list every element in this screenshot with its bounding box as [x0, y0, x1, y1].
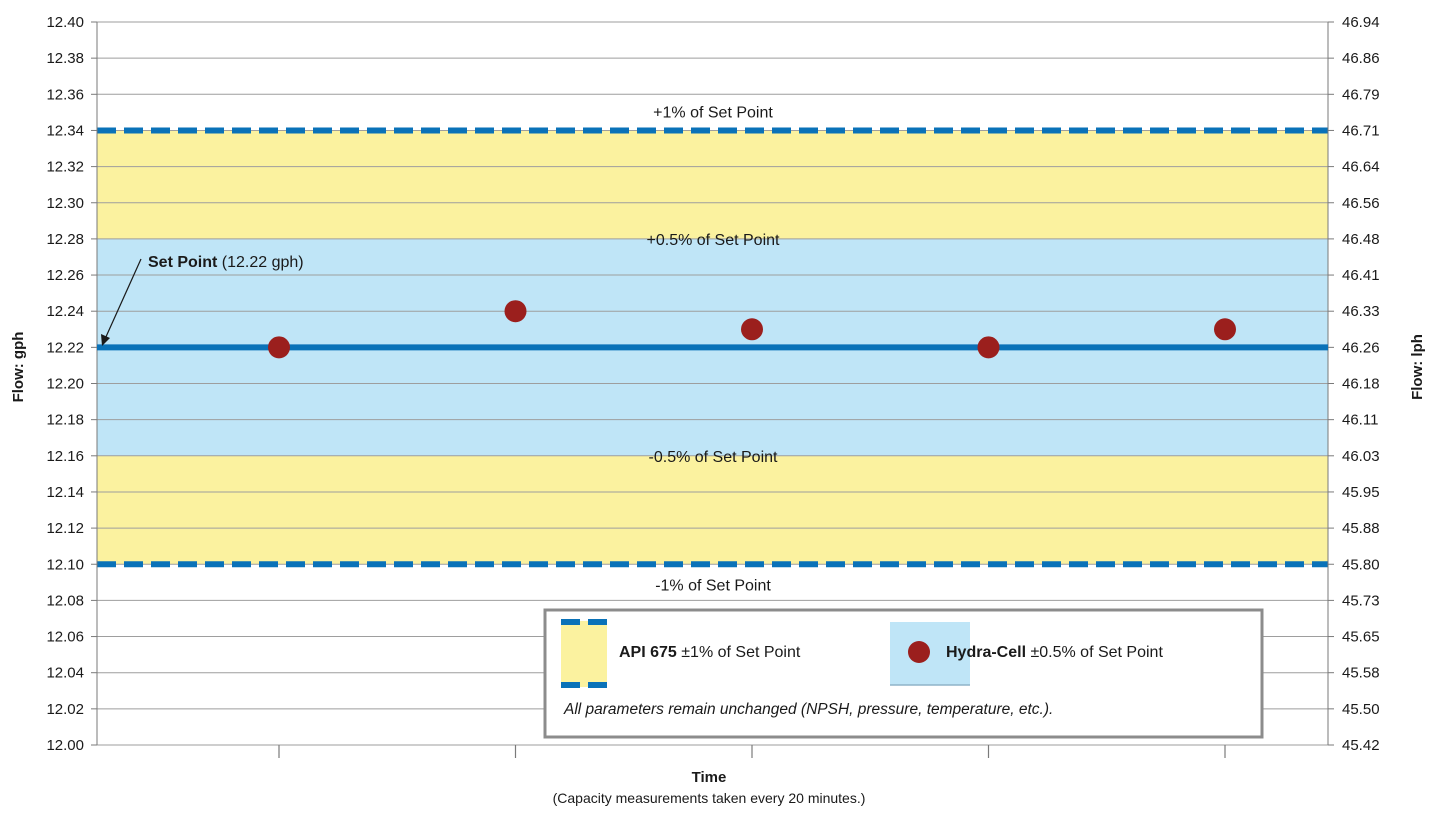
y2-tick-label: 45.58 [1342, 665, 1380, 682]
y2-tick-label: 46.79 [1342, 86, 1380, 103]
y-tick-label: 12.28 [46, 231, 84, 248]
lower-half-band-label: -0.5% of Set Point [649, 449, 779, 466]
y2-tick-label: 45.50 [1342, 701, 1380, 718]
data-point [268, 336, 290, 359]
data-point [977, 336, 1000, 359]
legend-api-label: API 675 ±1% of Set Point [619, 644, 801, 661]
y-tick-label: 12.40 [46, 14, 84, 31]
y2-tick-label: 45.65 [1342, 629, 1380, 646]
y2-tick-label: 45.95 [1342, 484, 1380, 501]
y2-tick-label: 46.86 [1342, 50, 1380, 67]
legend-hydra-rest: ±0.5% of Set Point [1026, 644, 1163, 661]
axes [91, 21, 1334, 746]
legend-hydra-swatch [890, 622, 970, 686]
y-tick-label: 12.38 [46, 50, 84, 67]
y2-tick-label: 45.88 [1342, 520, 1380, 537]
set-point-annotation: Set Point (12.22 gph) [101, 254, 304, 346]
legend-api-bold: API 675 [619, 644, 677, 661]
x-axis-title: Time [692, 769, 727, 786]
y-tick-label: 12.30 [46, 195, 84, 212]
legend-point-icon [908, 641, 930, 663]
y-tick-label: 12.00 [46, 737, 84, 754]
y-tick-label: 12.24 [46, 303, 84, 320]
y2-tick-label: 45.80 [1342, 556, 1380, 573]
y-tick-label: 12.10 [46, 556, 84, 573]
y-tick-label: 12.16 [46, 448, 84, 465]
y2-tick-label: 46.18 [1342, 376, 1380, 393]
y-tick-label: 12.08 [46, 592, 84, 609]
y2-tick-label: 46.48 [1342, 231, 1380, 248]
y2-tick-label: 45.73 [1342, 592, 1380, 609]
y-tick-label: 12.14 [46, 484, 84, 501]
data-point [504, 300, 527, 323]
y-tick-labels: 12.00 12.02 12.04 12.06 12.08 12.10 12.12 12.14… [46, 14, 84, 754]
lower-limit-label: -1% of Set Point [655, 577, 771, 594]
upper-half-band-label: +0.5% of Set Point [647, 232, 781, 249]
set-point-label-bold: Set Point [148, 254, 218, 271]
y2-tick-labels: 45.42 45.50 45.58 45.65 45.73 45.80 45.88 45.95… [1342, 14, 1380, 754]
set-point-arrowhead [101, 334, 110, 346]
y2-tick-label: 46.26 [1342, 339, 1380, 356]
y-tick-label: 12.20 [46, 376, 84, 393]
y2-tick-label: 46.11 [1342, 412, 1378, 429]
upper-limit-label: +1% of Set Point [653, 104, 773, 121]
y-tick-label: 12.06 [46, 629, 84, 646]
legend-note: All parameters remain unchanged (NPSH, p… [563, 701, 1053, 718]
y-tick-label: 12.22 [46, 339, 84, 356]
y2-tick-label: 45.42 [1342, 737, 1380, 754]
y-tick-label: 12.02 [46, 701, 84, 718]
x-axis-caption: (Capacity measurements taken every 20 mi… [553, 790, 866, 806]
y2-axis-title: Flow: lph [1409, 334, 1426, 400]
data-point [741, 318, 763, 341]
y-tick-label: 12.26 [46, 267, 84, 284]
legend-hydra-label: Hydra-Cell ±0.5% of Set Point [946, 644, 1163, 661]
legend-api-rest: ±1% of Set Point [677, 644, 801, 661]
legend-api-swatch [561, 619, 607, 688]
set-point-label: Set Point (12.22 gph) [148, 254, 304, 271]
y-tick-label: 12.36 [46, 86, 84, 103]
y-tick-label: 12.34 [46, 122, 84, 139]
set-point-arrow [104, 258, 142, 340]
band-labels: +1% of Set Point -1% of Set Point +0.5% of… [647, 104, 781, 594]
y-tick-label: 12.18 [46, 412, 84, 429]
y2-tick-label: 46.33 [1342, 303, 1380, 320]
x-tick-marks [278, 745, 1226, 758]
y2-tick-label: 46.41 [1342, 267, 1380, 284]
y-tick-label: 12.12 [46, 520, 84, 537]
limit-lines [97, 127, 1328, 568]
y2-tick-label: 46.94 [1342, 14, 1380, 31]
data-point [1214, 318, 1236, 341]
y2-tick-label: 46.71 [1342, 122, 1380, 139]
y2-tick-label: 46.03 [1342, 448, 1380, 465]
y-tick-label: 12.04 [46, 665, 84, 682]
y2-tick-label: 46.64 [1342, 159, 1380, 176]
set-point-label-rest: (12.22 gph) [217, 254, 303, 271]
legend: API 675 ±1% of Set Point Hydra-Cell ±0.5… [543, 608, 1264, 739]
y-axis-title: Flow: gph [10, 332, 27, 403]
y-tick-label: 12.32 [46, 159, 84, 176]
legend-hydra-bold: Hydra-Cell [946, 644, 1026, 661]
y2-tick-label: 46.56 [1342, 195, 1380, 212]
data-points [268, 300, 1236, 359]
